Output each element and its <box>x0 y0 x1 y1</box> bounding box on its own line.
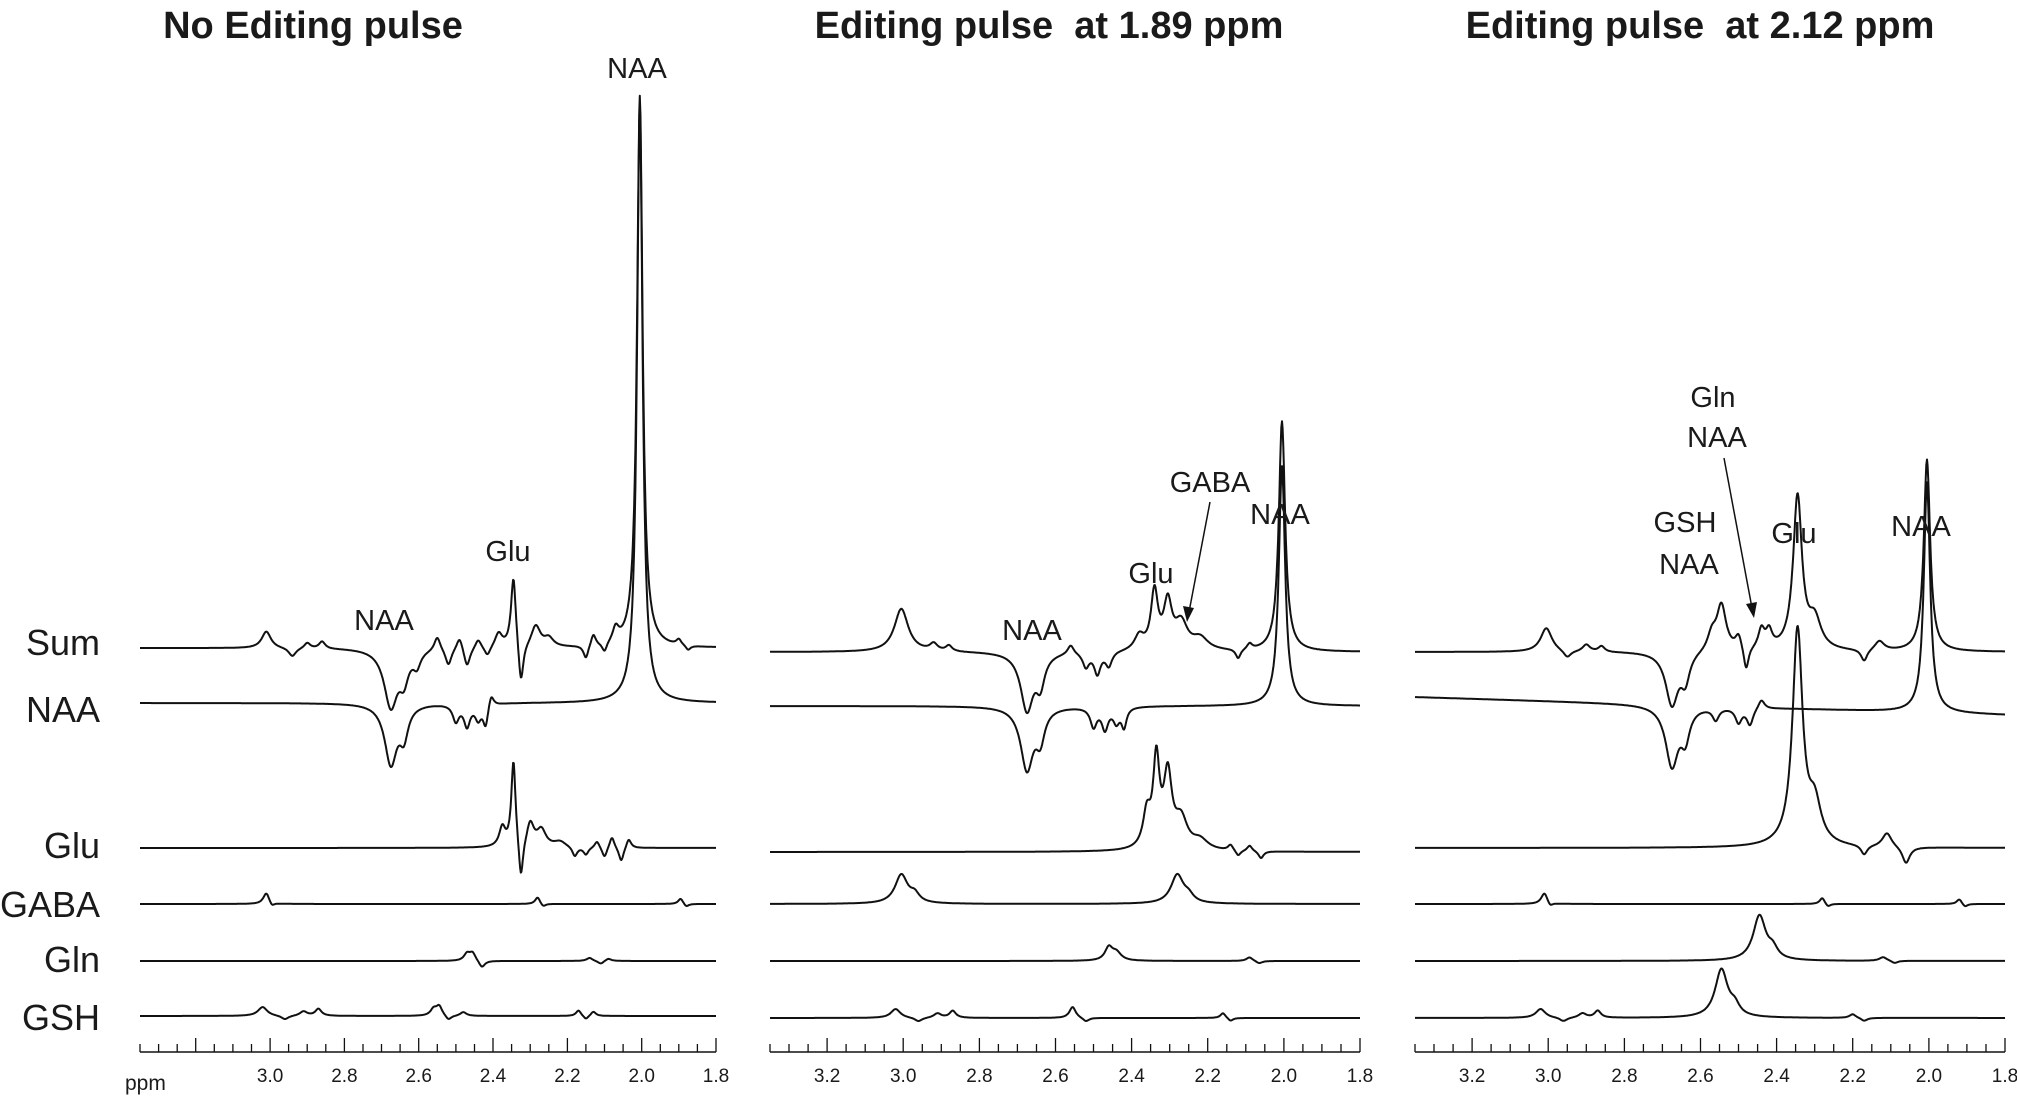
annotation-gsh-naa-line2: NAA <box>1659 549 1719 581</box>
trace-gsh-panel-1 <box>139 1003 717 1020</box>
x-tick-label: 2.0 <box>1271 1066 1297 1087</box>
x-tick-label: 2.2 <box>1839 1066 1865 1087</box>
ppm-unit-label: ppm <box>125 1072 166 1095</box>
annotation-gsh-naa-line1: GSH <box>1654 507 1717 539</box>
x-tick-label: 1.8 <box>703 1066 729 1087</box>
annotation-glu: Glu <box>1128 558 1173 590</box>
panel1-annotations: NAA Glu NAA <box>354 53 667 637</box>
row-label-glu: Glu <box>44 825 100 866</box>
x-tick-label: 2.0 <box>1916 1066 1942 1087</box>
row-label-gsh: GSH <box>22 997 100 1038</box>
trace-gaba-panel-3 <box>1414 892 2006 908</box>
x-tick-label: 3.0 <box>1535 1066 1561 1087</box>
x-tick-label: 1.8 <box>1347 1066 1373 1087</box>
x-tick-label: 2.8 <box>966 1066 992 1087</box>
panel-titles: No Editing pulse Editing pulse at 1.89 p… <box>163 5 1934 47</box>
x-tick-label: 2.6 <box>1687 1066 1713 1087</box>
x-tick-label: 3.0 <box>890 1066 916 1087</box>
annotation-gln-naa-line2: NAA <box>1687 422 1747 454</box>
trace-gsh-panel-2 <box>769 1006 1361 1022</box>
panel-title-editing-189: Editing pulse at 1.89 ppm <box>815 5 1284 47</box>
trace-gaba-panel-2 <box>769 872 1361 905</box>
trace-gln-panel-1 <box>139 950 717 968</box>
row-label-naa: NAA <box>26 689 100 730</box>
panel-title-no-editing: No Editing pulse <box>163 5 463 47</box>
x-tick-label: 2.8 <box>1611 1066 1637 1087</box>
annotation-naa-negative: NAA <box>354 605 414 637</box>
trace-sum-panel-1 <box>139 94 717 711</box>
x-tick-label: 2.4 <box>1763 1066 1790 1087</box>
row-label-gln: Gln <box>44 939 100 980</box>
row-labels: Sum NAA Glu GABA Gln GSH <box>0 622 100 1038</box>
trace-gln-panel-2 <box>769 944 1361 964</box>
panel2-annotations: NAA Glu GABA NAA <box>1002 467 1310 647</box>
trace-glu-panel-2 <box>769 744 1361 859</box>
annotation-gsh-naa: GSH NAA <box>1654 507 1725 581</box>
gaba-arrow-line <box>1188 501 1211 613</box>
x-tick-label: 2.0 <box>628 1066 654 1087</box>
gln-naa-arrow-line <box>1723 457 1753 609</box>
x-tick-label: 3.2 <box>814 1066 840 1087</box>
x-tick-label: 2.4 <box>480 1066 507 1087</box>
x-tick-label: 1.8 <box>1992 1066 2017 1087</box>
trace-glu-panel-3 <box>1414 625 2006 864</box>
x-tick-label: 2.6 <box>405 1066 431 1087</box>
trace-sum-panel-2 <box>769 420 1361 715</box>
x-tick-label: 2.2 <box>1194 1066 1220 1087</box>
trace-gaba-panel-1 <box>139 892 717 907</box>
ppm-axes: 3.0 2.8 2.6 2.4 2.2 2.0 1.8 3.2 3.0 2.8 2.6 2.4 2.2 2… <box>139 1038 2017 1087</box>
panel-title-editing-212: Editing pulse at 2.12 ppm <box>1466 5 1935 47</box>
gaba-arrow-head <box>1183 606 1194 622</box>
x-tick-label: 2.2 <box>554 1066 580 1087</box>
x-tick-label: 3.0 <box>257 1066 283 1087</box>
trace-naa-panel-3 <box>1414 481 2006 770</box>
annotation-glu: Glu <box>1771 518 1816 550</box>
annotation-gln-naa: Gln NAA <box>1687 382 1747 454</box>
trace-gln-panel-3 <box>1414 913 2006 964</box>
annotation-glu: Glu <box>485 536 530 568</box>
annotation-naa-negative: NAA <box>1002 615 1062 647</box>
trace-sum-panel-3 <box>1414 458 2006 708</box>
annotation-naa-peak: NAA <box>1891 511 1951 543</box>
x-tick-label: 3.2 <box>1459 1066 1485 1087</box>
panel3-annotations: Gln NAA GSH NAA Glu NAA <box>1654 382 1951 618</box>
gln-naa-arrow-head <box>1746 602 1757 618</box>
x-tick-label: 2.8 <box>331 1066 357 1087</box>
trace-naa-panel-1 <box>139 102 717 768</box>
annotation-gaba: GABA <box>1170 467 1251 499</box>
annotation-naa-peak: NAA <box>607 53 667 85</box>
trace-glu-panel-1 <box>139 761 717 874</box>
annotation-gln-naa-line1: Gln <box>1690 382 1735 414</box>
trace-naa-panel-2 <box>769 465 1361 774</box>
row-label-gaba: GABA <box>0 884 100 925</box>
x-tick-label: 2.4 <box>1118 1066 1145 1087</box>
trace-gsh-panel-3 <box>1414 967 2006 1022</box>
annotation-naa-peak: NAA <box>1250 499 1310 531</box>
spectra-traces <box>139 94 2006 1022</box>
x-tick-label: 2.6 <box>1042 1066 1068 1087</box>
row-label-sum: Sum <box>26 622 100 663</box>
